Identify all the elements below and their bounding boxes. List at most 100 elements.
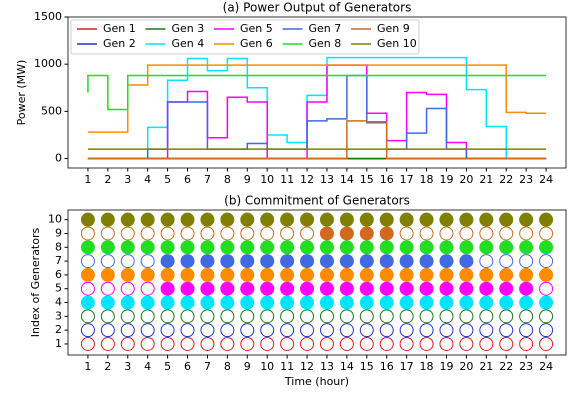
commitment-marker — [80, 281, 95, 296]
commitment-marker — [439, 295, 454, 310]
x-tick-label: 13 — [320, 173, 334, 186]
commitment-marker — [539, 226, 554, 241]
commitment-marker — [200, 281, 215, 296]
commitment-marker — [359, 323, 374, 338]
commitment-marker — [399, 336, 414, 351]
y-tick-label: 1500 — [34, 10, 62, 23]
commitment-marker — [479, 254, 494, 269]
commitment-marker — [419, 240, 434, 255]
commitment-marker — [300, 212, 315, 227]
commitment-marker — [180, 254, 195, 269]
y-axis-label: Index of Generators — [29, 227, 42, 337]
commitment-marker — [499, 323, 514, 338]
commitment-marker — [499, 240, 514, 255]
x-tick-label: 22 — [499, 173, 513, 186]
commitment-marker — [240, 212, 255, 227]
commitment-marker — [359, 267, 374, 282]
y-tick-label: 1000 — [34, 57, 62, 70]
x-tick-label: 10 — [260, 173, 274, 186]
y-tick-label: 4 — [55, 296, 62, 309]
commitment-marker — [479, 309, 494, 324]
commitment-marker — [459, 240, 474, 255]
commitment-marker — [240, 336, 255, 351]
x-tick-label: 23 — [519, 173, 533, 186]
commitment-marker — [180, 323, 195, 338]
commitment-marker — [220, 212, 235, 227]
commitment-marker — [379, 254, 394, 269]
y-tick-label: 2 — [55, 323, 62, 336]
commitment-marker — [479, 240, 494, 255]
x-tick-label: 18 — [420, 173, 434, 186]
x-tick-label: 9 — [244, 173, 251, 186]
commitment-marker — [419, 212, 434, 227]
commitment-marker — [399, 281, 414, 296]
commitment-marker — [140, 240, 155, 255]
commitment-marker — [220, 323, 235, 338]
commitment-marker — [240, 254, 255, 269]
commitment-marker — [120, 323, 135, 338]
commitment-marker — [519, 309, 534, 324]
commitment-marker — [260, 323, 275, 338]
commitment-marker — [459, 254, 474, 269]
commitment-marker — [459, 295, 474, 310]
commitment-marker — [100, 295, 115, 310]
x-tick-label: 22 — [499, 360, 513, 373]
commitment-marker — [419, 226, 434, 241]
commitment-marker — [319, 267, 334, 282]
x-tick-label: 5 — [164, 173, 171, 186]
y-axis-label: Power (MW) — [15, 60, 28, 126]
commitment-marker — [319, 281, 334, 296]
x-tick-label: 19 — [439, 173, 453, 186]
commitment-marker — [439, 336, 454, 351]
commitment-marker — [160, 295, 175, 310]
commitment-marker — [240, 267, 255, 282]
commitment-marker — [300, 240, 315, 255]
x-tick-label: 1 — [84, 360, 91, 373]
x-tick-label: 17 — [400, 360, 414, 373]
commitment-marker — [240, 281, 255, 296]
x-tick-label: 16 — [380, 173, 394, 186]
chart-title: (b) Commitment of Generators — [224, 194, 410, 208]
x-tick-label: 20 — [459, 360, 473, 373]
x-tick-label: 17 — [400, 173, 414, 186]
commitment-marker — [379, 212, 394, 227]
commitment-marker — [319, 254, 334, 269]
series-line — [87, 74, 547, 111]
commitment-marker — [260, 240, 275, 255]
commitment-marker — [160, 254, 175, 269]
legend-label: Gen 4 — [172, 37, 205, 50]
commitment-marker — [160, 226, 175, 241]
commitment-marker — [519, 226, 534, 241]
commitment-marker — [80, 212, 95, 227]
commitment-marker — [160, 267, 175, 282]
commitment-marker — [100, 336, 115, 351]
commitment-marker — [479, 295, 494, 310]
commitment-marker — [300, 226, 315, 241]
commitment-marker — [160, 323, 175, 338]
commitment-marker — [479, 267, 494, 282]
commitment-marker — [200, 240, 215, 255]
commitment-marker — [120, 336, 135, 351]
x-tick-label: 24 — [539, 173, 553, 186]
commitment-marker — [399, 267, 414, 282]
commitment-marker — [379, 240, 394, 255]
commitment-marker — [120, 281, 135, 296]
commitment-marker — [459, 226, 474, 241]
commitment-marker — [539, 323, 554, 338]
commitment-marker — [319, 240, 334, 255]
commitment-marker — [180, 226, 195, 241]
x-tick-label: 10 — [260, 360, 274, 373]
x-tick-label: 9 — [244, 360, 251, 373]
commitment-marker — [260, 226, 275, 241]
x-tick-label: 14 — [340, 173, 354, 186]
commitment-marker — [300, 336, 315, 351]
x-tick-label: 15 — [360, 173, 374, 186]
commitment-marker — [280, 281, 295, 296]
commitment-marker — [180, 295, 195, 310]
plot-frame — [67, 209, 567, 356]
x-tick-label: 12 — [300, 173, 314, 186]
commitment-marker — [300, 281, 315, 296]
commitment-marker — [260, 295, 275, 310]
commitment-marker — [160, 240, 175, 255]
commitment-marker — [120, 240, 135, 255]
